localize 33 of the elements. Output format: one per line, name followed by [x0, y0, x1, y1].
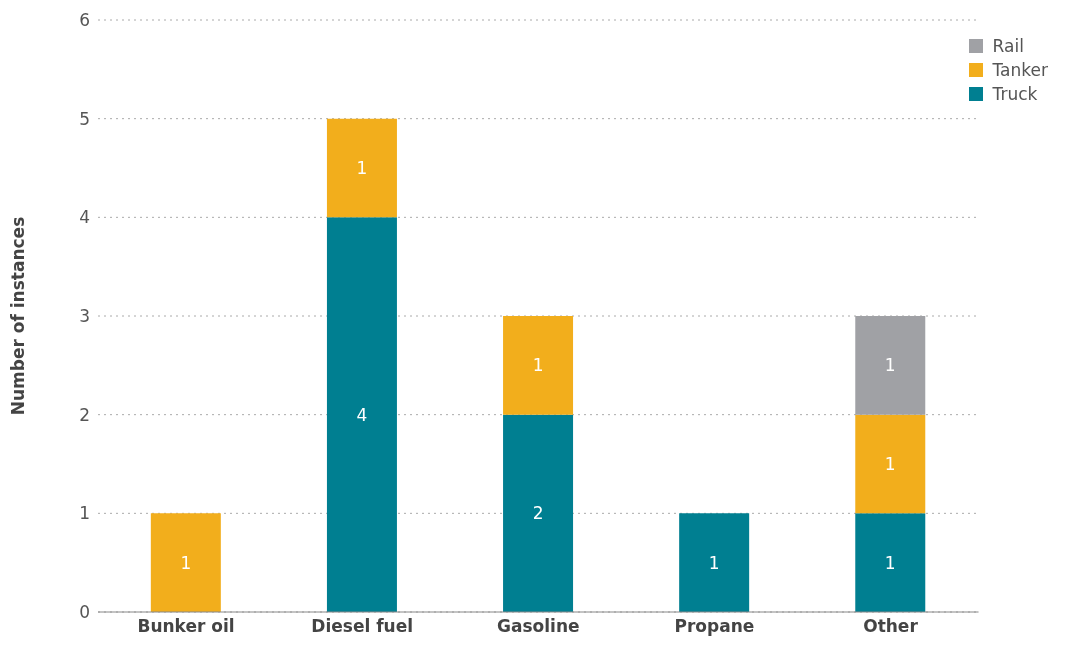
data-label: 1: [884, 355, 896, 376]
bar: [855, 414, 926, 514]
y-tick-label: 3: [79, 306, 90, 327]
legend-label: Rail: [992, 36, 1024, 56]
bar: [503, 316, 574, 415]
x-tick-label: Propane: [674, 616, 755, 637]
bar: [855, 513, 926, 612]
x-tick-label: Gasoline: [497, 616, 580, 637]
data-label: 1: [532, 355, 544, 376]
legend-label: Truck: [992, 84, 1038, 104]
x-tick-label: Diesel fuel: [311, 616, 414, 637]
bar: [326, 217, 397, 612]
data-label: 2: [532, 503, 544, 524]
data-label: 4: [356, 404, 368, 425]
data-label: 1: [884, 454, 896, 475]
y-tick-label: 6: [79, 10, 90, 31]
bar: [679, 513, 750, 612]
y-tick-label: 5: [79, 108, 90, 129]
bar: [503, 414, 574, 612]
bar: [326, 118, 397, 218]
y-tick-label: 2: [79, 404, 90, 425]
data-label: 1: [884, 552, 896, 573]
bar: [150, 513, 221, 612]
y-tick-label: 4: [79, 207, 90, 228]
data-label: 1: [708, 552, 720, 573]
data-label: 1: [356, 158, 368, 179]
x-tick-label: Bunker oil: [137, 616, 235, 637]
x-tick-label: Other: [863, 616, 919, 637]
y-tick-label: 0: [79, 602, 90, 623]
data-label: 1: [180, 552, 192, 573]
y-axis-title: Number of instances: [8, 216, 29, 416]
y-tick-label: 1: [79, 503, 90, 524]
legend-label: Tanker: [992, 60, 1048, 80]
